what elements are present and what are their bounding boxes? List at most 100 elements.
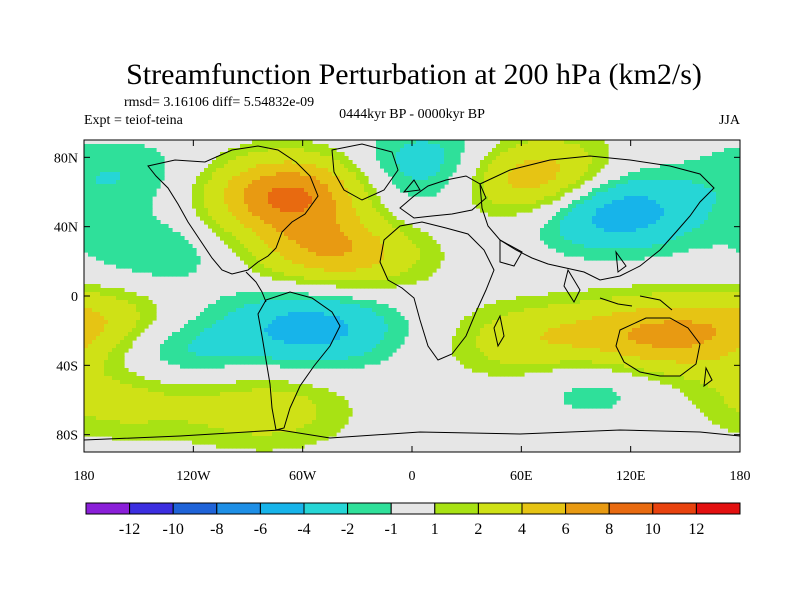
field-cell	[200, 180, 205, 185]
field-cell	[600, 228, 605, 233]
field-cell	[560, 180, 565, 185]
field-cell	[296, 320, 301, 325]
field-cell	[504, 204, 509, 209]
field-cell	[696, 196, 701, 201]
field-cell	[244, 308, 249, 313]
field-cell	[92, 240, 97, 245]
field-cell	[384, 152, 389, 157]
field-cell	[668, 320, 673, 325]
field-cell	[516, 144, 521, 149]
field-cell	[236, 240, 241, 245]
field-cell	[204, 216, 209, 221]
field-cell	[404, 228, 409, 233]
field-cell	[308, 180, 313, 185]
field-cell	[472, 200, 477, 205]
field-cell	[600, 196, 605, 201]
field-cell	[608, 288, 613, 293]
field-cell	[240, 228, 245, 233]
field-cell	[320, 296, 325, 301]
field-cell	[636, 172, 641, 177]
field-cell	[128, 232, 133, 237]
field-cell	[116, 292, 121, 297]
field-cell	[332, 188, 337, 193]
field-cell	[260, 176, 265, 181]
field-cell	[300, 272, 305, 277]
field-cell	[264, 172, 269, 177]
field-cell	[644, 236, 649, 241]
field-cell	[268, 188, 273, 193]
field-cell	[560, 212, 565, 217]
field-cell	[340, 192, 345, 197]
field-cell	[304, 144, 309, 149]
field-cell	[300, 268, 305, 273]
field-cell	[116, 324, 121, 329]
field-cell	[364, 184, 369, 189]
field-cell	[388, 148, 393, 153]
field-cell	[552, 300, 557, 305]
field-cell	[96, 176, 101, 181]
field-cell	[104, 220, 109, 225]
field-cell	[444, 180, 449, 185]
field-cell	[264, 208, 269, 213]
field-cell	[688, 184, 693, 189]
field-cell	[720, 172, 725, 177]
field-cell	[520, 208, 525, 213]
field-cell	[376, 200, 381, 205]
field-cell	[544, 176, 549, 181]
field-cell	[568, 160, 573, 165]
field-cell	[380, 148, 385, 153]
field-cell	[296, 252, 301, 257]
field-cell	[136, 224, 141, 229]
field-cell	[272, 260, 277, 265]
field-cell	[684, 232, 689, 237]
field-cell	[220, 160, 225, 165]
field-cell	[712, 212, 717, 217]
field-cell	[408, 232, 413, 237]
field-cell	[396, 184, 401, 189]
field-cell	[96, 288, 101, 293]
field-cell	[368, 280, 373, 285]
field-cell	[276, 232, 281, 237]
field-cell	[656, 168, 661, 173]
field-cell	[732, 284, 737, 289]
field-cell	[212, 168, 217, 173]
field-cell	[192, 184, 197, 189]
field-cell	[324, 256, 329, 261]
field-cell	[284, 200, 289, 205]
field-cell	[524, 304, 529, 309]
field-cell	[636, 244, 641, 249]
field-cell	[352, 188, 357, 193]
field-cell	[656, 216, 661, 221]
field-cell	[236, 176, 241, 181]
field-cell	[184, 244, 189, 249]
field-cell	[736, 284, 740, 289]
field-cell	[232, 192, 237, 197]
field-cell	[564, 164, 569, 169]
field-cell	[676, 312, 681, 317]
field-cell	[108, 324, 113, 329]
field-cell	[368, 256, 373, 261]
field-cell	[612, 320, 617, 325]
field-cell	[612, 236, 617, 241]
field-cell	[408, 268, 413, 273]
field-cell	[360, 196, 365, 201]
field-cell	[388, 312, 393, 317]
field-cell	[696, 172, 701, 177]
field-cell	[304, 308, 309, 313]
field-cell	[660, 212, 665, 217]
field-cell	[392, 160, 397, 165]
field-cell	[520, 144, 525, 149]
field-cell	[560, 232, 565, 237]
field-cell	[156, 164, 161, 169]
field-cell	[708, 236, 713, 241]
field-cell	[532, 184, 537, 189]
field-cell	[292, 208, 297, 213]
field-cell	[252, 192, 257, 197]
field-cell	[372, 244, 377, 249]
field-cell	[432, 180, 437, 185]
field-cell	[296, 156, 301, 161]
field-cell	[580, 300, 585, 305]
field-cell	[732, 308, 737, 313]
field-cell	[712, 184, 717, 189]
field-cell	[168, 228, 173, 233]
